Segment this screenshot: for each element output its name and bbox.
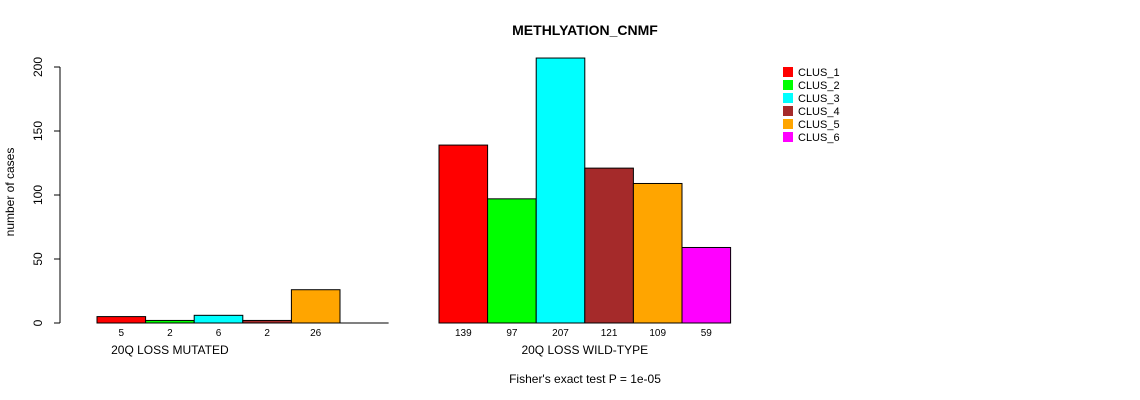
- legend-swatch: [783, 80, 793, 90]
- y-axis: 0 50 100 150 200: [31, 57, 61, 326]
- legend-label: CLUS_3: [798, 93, 840, 105]
- bar-clus-5: [632, 182, 683, 324]
- legend-label: CLUS_1: [798, 67, 840, 79]
- bar-clus-2: [487, 198, 537, 324]
- bar-value-label: 207: [552, 328, 569, 339]
- bar-value-label: 5: [119, 328, 125, 339]
- bar-value-label: 59: [701, 328, 713, 339]
- legend-swatch: [783, 132, 793, 142]
- legend-label: CLUS_6: [798, 132, 840, 144]
- y-tick-label: 0: [31, 319, 45, 326]
- bar-value-label: 97: [506, 328, 518, 339]
- footnote: Fisher's exact test P = 1e-05: [509, 372, 661, 386]
- bar-value-label: 109: [649, 328, 666, 339]
- bar-value-label: 26: [310, 328, 322, 339]
- legend-swatch: [783, 67, 793, 77]
- bar-clus-5: [290, 289, 341, 324]
- bar-clus-1: [96, 316, 147, 324]
- legend-swatch: [783, 106, 793, 116]
- bars: [96, 57, 732, 324]
- bar-value-label: 2: [264, 328, 270, 339]
- y-tick-label: 100: [31, 185, 45, 205]
- legend-label: CLUS_2: [798, 80, 840, 92]
- legend-label: CLUS_4: [798, 106, 840, 118]
- bar-clus-3: [535, 57, 586, 324]
- legend-label: CLUS_5: [798, 119, 840, 131]
- bar-value-label: 2: [167, 328, 173, 339]
- bar-value-label: 121: [601, 328, 618, 339]
- group-label: 20Q LOSS MUTATED: [111, 343, 229, 357]
- bar-value-label: 6: [216, 328, 222, 339]
- bar-clus-1: [438, 144, 489, 324]
- bar-clus-4: [584, 167, 634, 324]
- legend-swatch: [783, 119, 793, 129]
- chart-title: METHLYATION_CNMF: [512, 22, 658, 38]
- legend-swatch: [783, 93, 793, 103]
- value-labels: 5 2 6 2 26 139 97 207 121 109 59: [119, 328, 713, 339]
- group-label: 20Q LOSS WILD-TYPE: [521, 343, 648, 357]
- y-tick-label: 50: [31, 252, 45, 266]
- y-tick-label: 150: [31, 121, 45, 141]
- bar-value-label: 139: [455, 328, 472, 339]
- y-tick-label: 200: [31, 57, 45, 77]
- group-labels: 20Q LOSS MUTATED 20Q LOSS WILD-TYPE: [111, 343, 648, 357]
- bar-clus-3: [193, 314, 244, 324]
- bar-clus-6: [681, 246, 732, 324]
- y-axis-label: number of cases: [3, 148, 17, 237]
